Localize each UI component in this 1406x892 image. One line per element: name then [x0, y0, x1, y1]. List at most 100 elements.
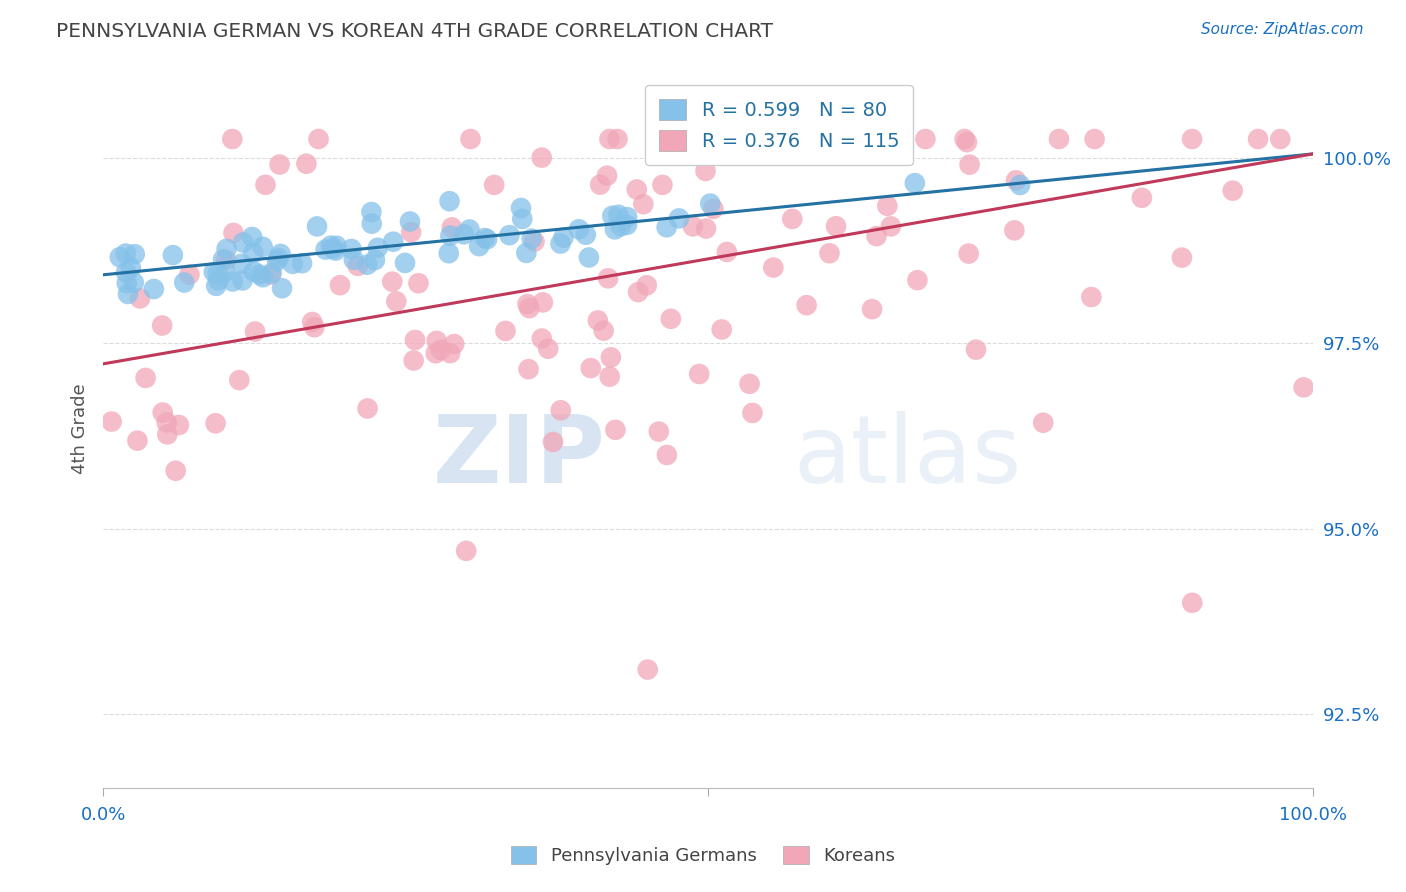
Text: 0.0%: 0.0% — [80, 806, 125, 824]
Point — [150, 318, 173, 333]
Point — [425, 346, 447, 360]
Point — [228, 373, 250, 387]
Point — [231, 257, 253, 271]
Point — [382, 235, 405, 249]
Point — [695, 221, 717, 235]
Point — [207, 273, 229, 287]
Point — [270, 247, 292, 261]
Point — [202, 265, 225, 279]
Point — [515, 246, 537, 260]
Point — [953, 132, 976, 146]
Point — [254, 178, 277, 192]
Point — [315, 243, 337, 257]
Point — [325, 239, 347, 253]
Point — [607, 208, 630, 222]
Point — [578, 251, 600, 265]
Point — [108, 250, 131, 264]
Point — [550, 403, 572, 417]
Point — [592, 324, 614, 338]
Point — [162, 248, 184, 262]
Point — [346, 259, 368, 273]
Point — [852, 139, 875, 153]
Point — [568, 222, 591, 236]
Point — [232, 235, 254, 250]
Point — [959, 158, 981, 172]
Point — [399, 225, 422, 239]
Point — [212, 252, 235, 267]
Point — [695, 164, 717, 178]
Point — [1270, 132, 1292, 146]
Point — [1130, 191, 1153, 205]
Point — [319, 238, 342, 252]
Point — [530, 151, 553, 165]
Point — [291, 256, 314, 270]
Point — [688, 367, 710, 381]
Point — [579, 361, 602, 376]
Point — [179, 268, 201, 282]
Point — [269, 157, 291, 171]
Point — [510, 201, 533, 215]
Point — [204, 417, 226, 431]
Point — [215, 252, 238, 267]
Point — [173, 276, 195, 290]
Point — [637, 663, 659, 677]
Point — [214, 265, 236, 279]
Point — [222, 226, 245, 240]
Point — [530, 332, 553, 346]
Point — [437, 246, 460, 260]
Point — [115, 265, 138, 279]
Text: 100.0%: 100.0% — [1279, 806, 1347, 824]
Point — [266, 254, 288, 268]
Point — [249, 268, 271, 282]
Text: atlas: atlas — [793, 411, 1021, 503]
Point — [710, 322, 733, 336]
Point — [531, 295, 554, 310]
Point — [914, 132, 936, 146]
Point — [439, 194, 461, 209]
Point — [222, 275, 245, 289]
Point — [301, 315, 323, 329]
Point — [636, 278, 658, 293]
Point — [693, 136, 716, 151]
Text: ZIP: ZIP — [433, 411, 606, 503]
Point — [360, 205, 382, 219]
Point — [260, 266, 283, 280]
Point — [281, 257, 304, 271]
Point — [1005, 173, 1028, 187]
Point — [124, 247, 146, 261]
Point — [1032, 416, 1054, 430]
Point — [780, 211, 803, 226]
Point — [600, 209, 623, 223]
Point — [152, 405, 174, 419]
Point — [965, 343, 987, 357]
Point — [616, 218, 638, 232]
Point — [385, 294, 408, 309]
Point — [117, 287, 139, 301]
Point — [221, 132, 243, 146]
Point — [1292, 380, 1315, 394]
Point — [606, 132, 628, 146]
Point — [659, 311, 682, 326]
Point — [100, 415, 122, 429]
Point — [907, 273, 929, 287]
Point — [603, 222, 626, 236]
Point — [443, 337, 465, 351]
Point — [517, 301, 540, 315]
Point — [596, 169, 619, 183]
Point — [215, 242, 238, 256]
Point — [304, 320, 326, 334]
Point — [865, 229, 887, 244]
Point — [550, 236, 572, 251]
Point — [165, 464, 187, 478]
Point — [586, 313, 609, 327]
Point — [343, 252, 366, 267]
Point — [668, 211, 690, 226]
Point — [1080, 290, 1102, 304]
Text: PENNSYLVANIA GERMAN VS KOREAN 4TH GRADE CORRELATION CHART: PENNSYLVANIA GERMAN VS KOREAN 4TH GRADE … — [56, 22, 773, 41]
Point — [655, 220, 678, 235]
Point — [440, 220, 463, 235]
Point — [510, 211, 533, 226]
Point — [575, 227, 598, 242]
Point — [904, 176, 927, 190]
Legend: Pennsylvania Germans, Koreans: Pennsylvania Germans, Koreans — [502, 837, 904, 874]
